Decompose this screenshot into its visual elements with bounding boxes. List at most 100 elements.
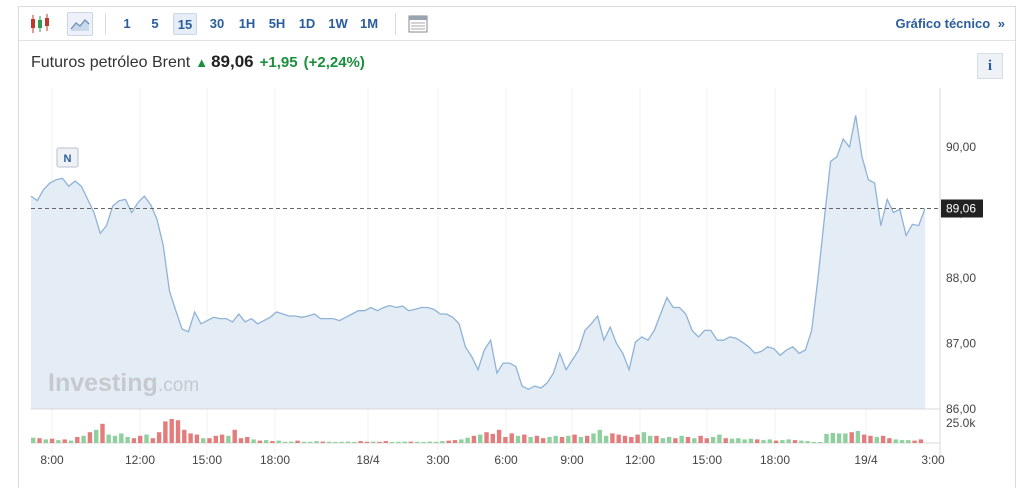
volume-bar <box>68 440 74 443</box>
volume-bar <box>616 434 621 443</box>
volume-bar <box>257 440 262 443</box>
volume-bar <box>100 423 105 443</box>
interval-button-1w[interactable]: 1W <box>328 16 348 31</box>
volume-bar <box>377 441 382 443</box>
volume-bar <box>496 429 502 443</box>
volume-bar <box>87 432 93 443</box>
volume-bar <box>138 435 143 443</box>
volume-bar <box>150 438 155 443</box>
volume-bar <box>799 440 804 443</box>
volume-bar <box>660 438 665 443</box>
interval-button-1h[interactable]: 1H <box>238 16 256 31</box>
volume-bar <box>301 441 307 443</box>
volume-bar <box>717 434 722 443</box>
volume-bar <box>396 441 401 443</box>
volume-bar <box>515 435 521 443</box>
volume-bar <box>131 438 137 443</box>
volume-bar <box>188 433 193 443</box>
x-tick-label: 3:00 <box>921 453 945 467</box>
volume-bar <box>805 441 810 443</box>
volume-bar <box>37 438 42 443</box>
area-chart-icon[interactable] <box>67 12 93 36</box>
volume-bar <box>685 437 691 443</box>
volume-bar <box>906 440 911 443</box>
volume-bar <box>654 435 659 443</box>
volume-bar <box>541 438 546 443</box>
info-button[interactable]: i <box>977 53 1003 79</box>
volume-bar <box>251 439 256 443</box>
volume-bar <box>232 429 237 443</box>
volume-bar <box>862 434 867 443</box>
candlestick-icon[interactable] <box>27 12 53 36</box>
volume-bar <box>509 433 514 443</box>
volume-bar <box>144 434 149 443</box>
volume-bar <box>666 437 672 443</box>
volume-bar <box>276 440 281 443</box>
volume-bar <box>818 442 823 443</box>
volume-bar <box>603 435 609 443</box>
volume-bar <box>219 434 225 443</box>
volume-bar <box>289 441 294 443</box>
volume-bar <box>641 432 647 443</box>
y-tick-label: 88,00 <box>946 271 976 285</box>
volume-bar <box>358 441 363 443</box>
volume-bar <box>415 441 420 443</box>
volume-bar <box>106 434 111 443</box>
volume-bar <box>490 433 495 443</box>
volume-bar <box>748 438 754 443</box>
volume-bar <box>320 441 325 443</box>
table-icon[interactable] <box>405 12 431 36</box>
volume-bar <box>824 433 829 443</box>
volume-bar <box>648 435 653 443</box>
volume-bar <box>427 441 432 443</box>
volume-bar <box>761 440 766 443</box>
volume-bar <box>81 435 86 443</box>
volume-bar <box>912 440 917 443</box>
x-tick-label: 15:00 <box>692 453 722 467</box>
volume-bar <box>49 438 55 443</box>
volume-bar <box>773 440 779 443</box>
interval-button-1d[interactable]: 1D <box>298 16 316 31</box>
x-tick-label: 18:00 <box>260 453 290 467</box>
instrument-name: Futuros petróleo Brent <box>31 54 191 71</box>
volume-bar <box>704 438 709 443</box>
volume-bar <box>452 440 458 443</box>
technical-chart-link[interactable]: Gráfico técnico » <box>896 13 1006 35</box>
interval-button-5[interactable]: 5 <box>151 16 159 31</box>
volume-bar <box>371 441 376 443</box>
volume-bar <box>226 435 231 443</box>
news-marker-label: N <box>64 153 72 165</box>
news-marker[interactable] <box>56 147 79 168</box>
interval-button-30[interactable]: 30 <box>209 16 225 31</box>
volume-bar <box>893 439 898 443</box>
instrument-header: Futuros petróleo Brent ▲ 89,06 +1,95 (+2,24%… <box>31 51 365 73</box>
price-line <box>30 115 926 391</box>
volume-bar <box>352 442 357 443</box>
interval-button-1m[interactable]: 1M <box>359 16 379 31</box>
volume-bar <box>899 440 905 443</box>
volume-bar <box>723 438 728 443</box>
technical-chart-label: Gráfico técnico <box>895 16 991 31</box>
volume-bar <box>194 434 200 443</box>
interval-button-1[interactable]: 1 <box>123 16 131 31</box>
volume-bar <box>698 435 703 443</box>
toolbar-separator <box>105 13 106 35</box>
interval-button-5h[interactable]: 5H <box>268 16 286 31</box>
volume-bar <box>887 438 892 443</box>
volume-bar <box>855 431 861 443</box>
volume-bar <box>591 433 596 443</box>
interval-button-15[interactable]: 15 <box>173 13 197 35</box>
volume-bar <box>389 442 395 443</box>
volume-bar <box>597 429 602 443</box>
x-tick-label: 12:00 <box>625 453 655 467</box>
price-change-pct: (+2,24%) <box>303 54 365 71</box>
volume-max-label: 25.0k <box>946 416 976 430</box>
volume-bar <box>547 437 552 443</box>
volume-bar <box>364 441 370 443</box>
volume-bar <box>270 441 275 443</box>
volume-bar <box>125 437 130 443</box>
volume-bar <box>578 437 584 443</box>
price-area <box>31 115 925 409</box>
volume-bar <box>402 441 407 443</box>
volume-bar <box>780 440 785 443</box>
